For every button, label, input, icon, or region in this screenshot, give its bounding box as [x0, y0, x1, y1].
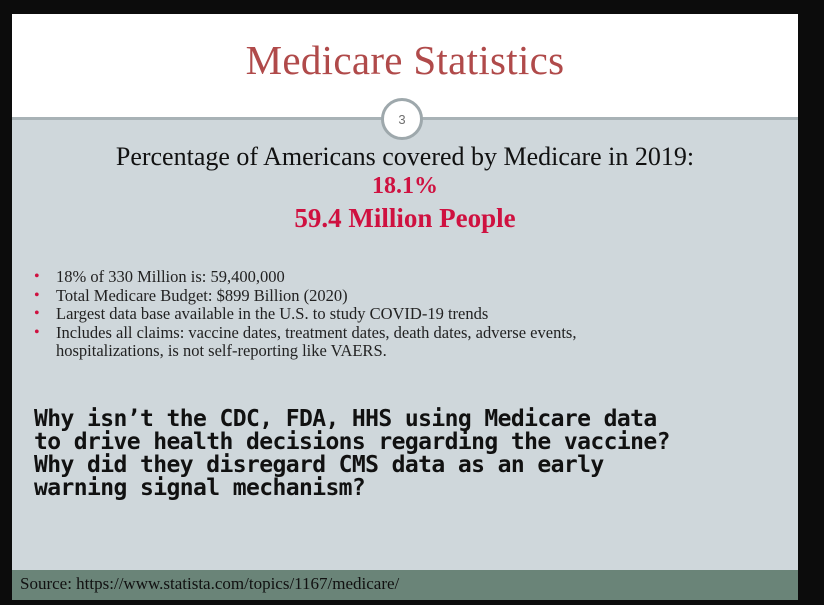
bullet-item: • Total Medicare Budget: $899 Billion (2… — [32, 285, 792, 306]
source-citation: Source: https://www.statista.com/topics/… — [20, 574, 400, 593]
bullet-text-continued: hospitalizations, is not self-reporting … — [56, 341, 387, 360]
stat-percent: 18.1% — [372, 173, 438, 199]
question-line: warning signal mechanism? — [34, 475, 366, 501]
bullet-item: • Largest data base available in the U.S… — [32, 304, 792, 324]
source-bar: Source: https://www.statista.com/topics/… — [12, 570, 798, 600]
question-line: Why isn’t the CDC, FDA, HHS using Medica… — [34, 406, 657, 432]
bullet-list: • 18% of 330 Million is: 59,400,000 • To… — [32, 267, 792, 361]
bullet-icon: • — [34, 323, 40, 341]
bullet-item: • 18% of 330 Million is: 59,400,000 — [32, 267, 792, 287]
question-line: to drive health decisions regarding the … — [34, 429, 670, 455]
bullet-text: Includes all claims: vaccine dates, trea… — [56, 322, 577, 342]
bullet-icon: • — [34, 268, 40, 285]
slide: Medicare Statistics 3 Percentage of Amer… — [12, 14, 798, 600]
bullet-icon: • — [34, 305, 40, 322]
bullet-text: 18% of 330 Million is: 59,400,000 — [56, 267, 285, 286]
question-line: Why did they disregard CMS data as an ea… — [34, 452, 604, 478]
bullet-item: • Includes all claims: vaccine dates, tr… — [32, 322, 792, 361]
question-text: Why isn’t the CDC, FDA, HHS using Medica… — [34, 408, 794, 500]
bullet-text: Total Medicare Budget: $899 Billion (202… — [56, 285, 348, 305]
slide-number-badge: 3 — [381, 98, 423, 140]
bullet-icon: • — [34, 286, 40, 304]
headline: Percentage of Americans covered by Medic… — [115, 142, 695, 171]
slide-title: Medicare Statistics — [245, 37, 565, 83]
bullet-text: Largest data base available in the U.S. … — [56, 304, 489, 323]
stat-people: 59.4 Million People — [294, 203, 516, 233]
